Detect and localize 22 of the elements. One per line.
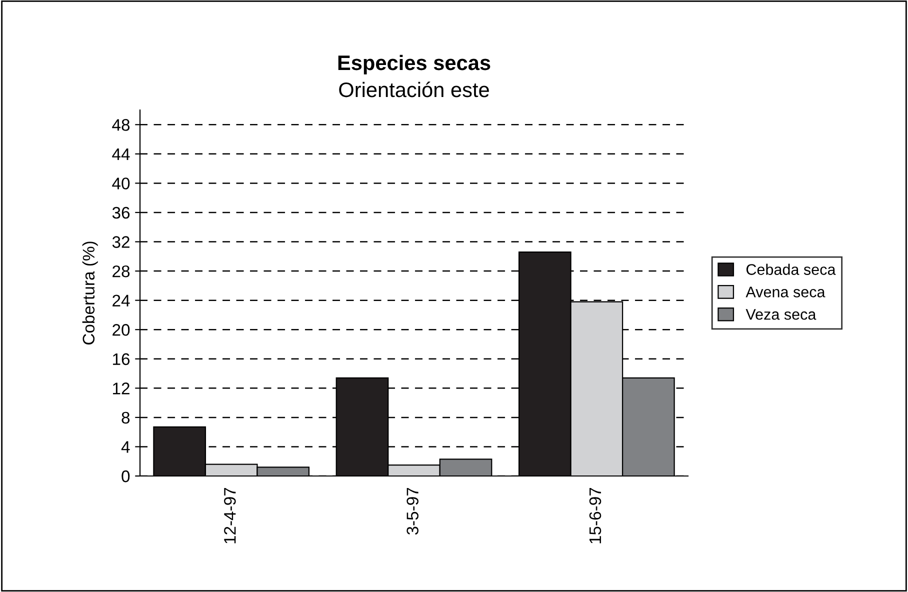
y-tick-label: 20 (112, 324, 130, 336)
legend-label: Avena seca (746, 286, 826, 298)
legend-label: Cebada seca (746, 264, 836, 275)
chart-title: Especies secas (338, 54, 490, 74)
y-tick-label: 48 (112, 119, 130, 131)
y-tick-label: 28 (112, 265, 130, 278)
y-tick-label: 32 (112, 236, 130, 248)
y-tick-label: 40 (112, 178, 130, 190)
y-tick-label: 4 (121, 441, 130, 453)
y-tick-label: 36 (112, 206, 130, 219)
x-tick-label: 12-4-97 (224, 488, 236, 544)
y-axis-title: Cobertura (%) (82, 242, 98, 344)
y-tick-label: 24 (112, 294, 130, 306)
y-tick-label: 0 (122, 470, 130, 482)
x-tick-label: 15-6-97 (589, 488, 602, 544)
y-tick-label: 16 (113, 353, 130, 366)
x-tick-label: 3-5-97 (406, 488, 418, 535)
y-tick-label: 12 (113, 382, 130, 394)
legend-label: Veza seca (746, 309, 816, 320)
chart-subtitle: Orientación este (339, 82, 489, 98)
y-tick-label: 8 (122, 412, 130, 424)
y-tick-label: 44 (112, 148, 130, 160)
